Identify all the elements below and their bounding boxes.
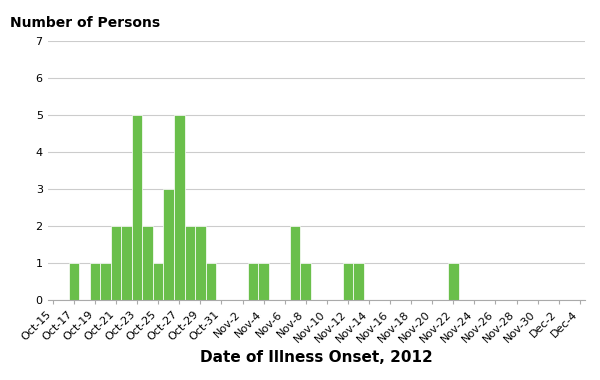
Bar xyxy=(90,263,100,300)
Bar xyxy=(343,263,353,300)
Bar xyxy=(195,226,206,300)
Bar xyxy=(100,263,111,300)
Bar xyxy=(111,226,121,300)
Bar xyxy=(248,263,259,300)
Bar xyxy=(353,263,364,300)
Bar xyxy=(185,226,195,300)
Bar xyxy=(121,226,132,300)
Bar xyxy=(142,226,153,300)
Bar xyxy=(163,189,174,300)
Bar xyxy=(259,263,269,300)
Bar xyxy=(68,263,79,300)
X-axis label: Date of Illness Onset, 2012: Date of Illness Onset, 2012 xyxy=(200,350,433,365)
Bar xyxy=(301,263,311,300)
Bar xyxy=(290,226,301,300)
Bar xyxy=(206,263,216,300)
Bar xyxy=(153,263,163,300)
Bar xyxy=(174,115,185,300)
Text: Number of Persons: Number of Persons xyxy=(10,16,160,30)
Bar xyxy=(132,115,142,300)
Bar xyxy=(448,263,458,300)
